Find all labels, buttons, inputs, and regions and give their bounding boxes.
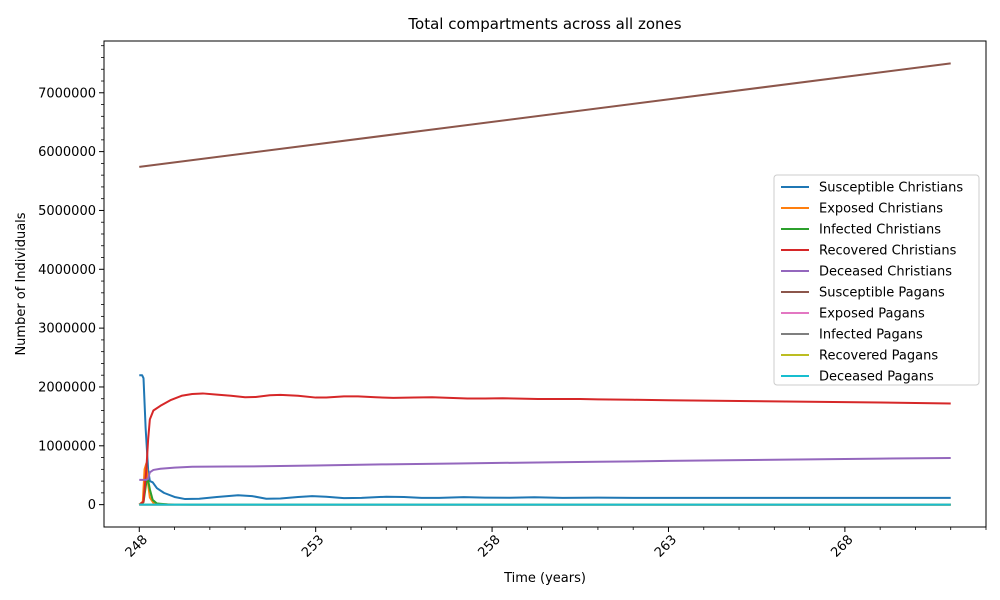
y-axis-label: Number of Individuals bbox=[14, 212, 29, 355]
legend-label-susceptible-pagans: Susceptible Pagans bbox=[819, 286, 945, 301]
plot-frame bbox=[103, 40, 987, 528]
series-line-deceased-christians bbox=[139, 456, 951, 481]
x-axis-label: Time (years) bbox=[503, 571, 586, 586]
series-line-susceptible-pagans bbox=[139, 62, 951, 168]
series-layer bbox=[138, 62, 951, 506]
legend-label-exposed-christians: Exposed Christians bbox=[819, 202, 943, 217]
plot-area bbox=[103, 40, 987, 528]
series-line-recovered-christians bbox=[138, 392, 951, 506]
legend-label-recovered-pagans: Recovered Pagans bbox=[819, 349, 938, 364]
y-tick-label: 1000000 bbox=[38, 439, 96, 454]
legend-label-exposed-pagans: Exposed Pagans bbox=[819, 307, 925, 322]
y-tick-label: 4000000 bbox=[38, 263, 96, 278]
legend-label-deceased-pagans: Deceased Pagans bbox=[819, 370, 934, 385]
legend-box bbox=[773, 174, 980, 386]
y-tick-label: 0 bbox=[88, 498, 96, 513]
legend-label-infected-christians: Infected Christians bbox=[819, 223, 941, 238]
chart-title: Total compartments across all zones bbox=[407, 15, 681, 33]
y-tick-label: 3000000 bbox=[38, 322, 96, 337]
legend-label-susceptible-christians: Susceptible Christians bbox=[819, 181, 963, 196]
legend-label-recovered-christians: Recovered Christians bbox=[819, 244, 957, 259]
legend-label-deceased-christians: Deceased Christians bbox=[819, 265, 952, 280]
legend: Susceptible Christians Exposed Christians… bbox=[773, 174, 980, 386]
y-tick-label: 7000000 bbox=[38, 86, 96, 101]
y-tick-label: 5000000 bbox=[38, 204, 96, 219]
y-axis: 0 1000000 2000000 3000000 4000000 5000000 6000… bbox=[38, 45, 104, 513]
y-tick-label: 2000000 bbox=[38, 380, 96, 395]
y-tick-label: 6000000 bbox=[38, 145, 96, 160]
series-line-susceptible-christians bbox=[139, 374, 951, 501]
legend-label-infected-pagans: Infected Pagans bbox=[819, 328, 923, 343]
